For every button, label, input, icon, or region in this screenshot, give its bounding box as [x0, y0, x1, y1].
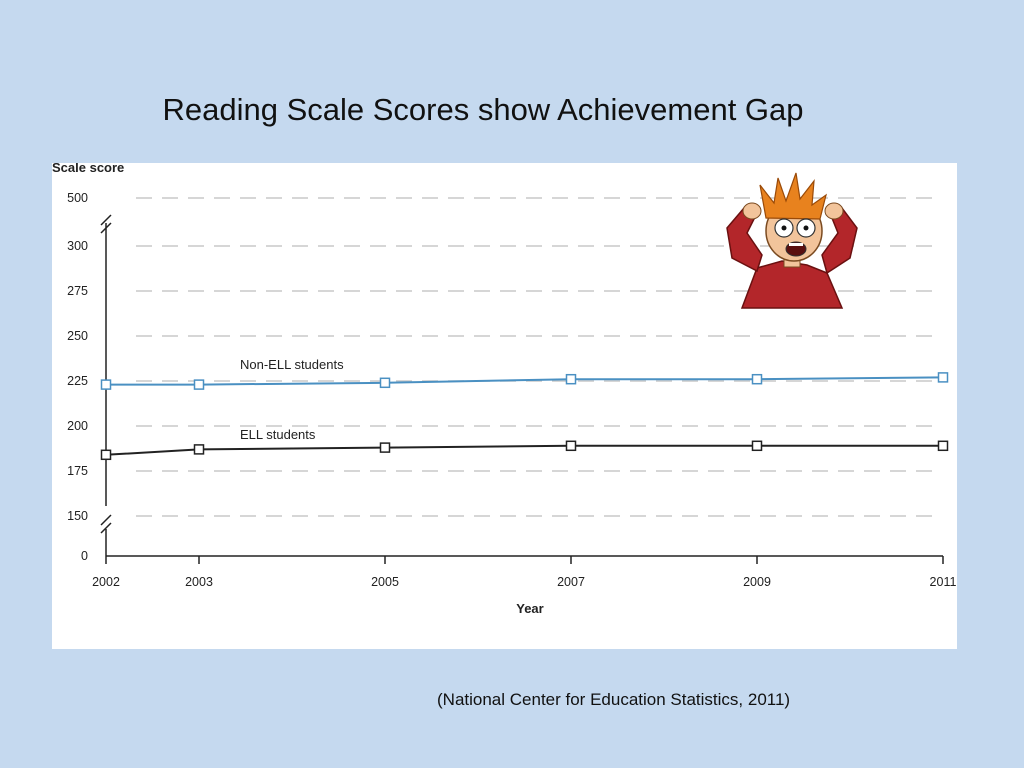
line-chart: 0 150 175 200 225 250 275 300 500 2002 2003 2005 200… — [52, 163, 957, 616]
source-caption: (National Center for Education Statistic… — [437, 690, 791, 709]
series-label: Non-ELL students — [240, 357, 344, 372]
data-point — [565, 440, 577, 452]
data-point — [193, 444, 205, 455]
y-tick-label: 175 — [67, 464, 88, 478]
x-axis-title: Year — [516, 601, 543, 616]
y-tick-label: 250 — [67, 329, 88, 343]
data-point — [379, 377, 391, 389]
data-point — [565, 373, 577, 385]
x-tick-label: 2009 — [743, 575, 771, 589]
data-point — [751, 373, 763, 385]
x-tick-label: 2005 — [371, 575, 399, 589]
y-tick-label: 300 — [67, 239, 88, 253]
series-line — [105, 444, 943, 456]
data-point — [379, 442, 391, 453]
axis-break-mark — [100, 514, 112, 534]
y-tick-label: 0 — [81, 549, 88, 563]
x-tick-label: 2002 — [92, 575, 120, 589]
series-label: ELL students — [240, 427, 316, 442]
series-line — [106, 376, 944, 386]
x-tick-label: 2007 — [557, 575, 585, 589]
data-point — [100, 379, 112, 390]
x-tick-label: 2003 — [185, 575, 213, 589]
data-point — [100, 449, 112, 461]
y-tick-label: 200 — [67, 419, 88, 433]
y-axis-title: Scale score — [52, 163, 124, 175]
y-tick-label: 225 — [67, 374, 88, 388]
data-point — [751, 440, 763, 452]
data-point — [937, 440, 949, 452]
y-tick-label: 275 — [67, 284, 88, 298]
y-tick-label: 500 — [67, 191, 88, 205]
axis-break-mark — [100, 214, 112, 234]
data-point — [193, 379, 205, 390]
y-tick-label: 150 — [67, 509, 88, 523]
data-point — [937, 372, 949, 383]
panicked-cartoon-man-icon — [726, 172, 858, 309]
chart-panel: 0 150 175 200 225 250 275 300 500 2002 2003 2005 200… — [52, 163, 957, 649]
slide-title: Reading Scale Scores show Achievement Ga… — [162, 92, 804, 127]
x-tick-label: 2011 — [930, 575, 957, 589]
